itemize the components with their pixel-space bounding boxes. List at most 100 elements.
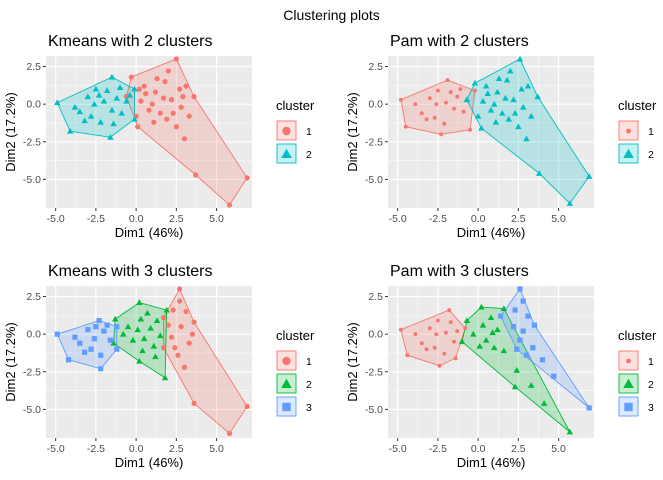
y-tick-label: 0.0 [26, 329, 41, 341]
cluster-1-point [424, 117, 429, 122]
legend-marker-3 [282, 402, 291, 412]
cluster-3-point [517, 337, 523, 343]
cluster-3-point [93, 324, 99, 330]
panel-1: Kmeans with 2 clusters -5.0 -2.5 0.0 2.5 5.0 2… [3, 33, 315, 240]
cluster-2-point [492, 118, 500, 125]
cluster-2-point [129, 336, 137, 343]
cluster-1-point [143, 91, 149, 97]
legend-label-1: 1 [648, 356, 654, 368]
cluster-1-point [149, 101, 155, 107]
cluster-2-point [107, 134, 114, 140]
legend-label-2: 2 [306, 149, 312, 161]
cluster-1-point [226, 430, 233, 437]
cluster-2-point [534, 93, 541, 100]
cluster-2-point [478, 124, 485, 131]
y-tick-label: -2.5 [365, 366, 383, 378]
cluster-2-point [503, 76, 511, 83]
cluster-2-point [108, 73, 116, 80]
cluster-3-point [517, 286, 523, 292]
cluster-1-point [448, 320, 453, 325]
legend-marker-2 [281, 378, 292, 388]
cluster-1-point [443, 100, 448, 105]
cluster-2-point [103, 87, 111, 94]
legend-label-3: 3 [648, 402, 654, 414]
cluster-1-point [452, 106, 456, 111]
cluster-1-point [178, 104, 184, 110]
cluster-1-point [165, 322, 171, 328]
cluster-3-point [520, 298, 526, 304]
cluster-2-point [71, 103, 79, 110]
cluster-2-point [163, 306, 170, 313]
legend-marker-3 [624, 402, 633, 412]
cluster-2-point [66, 127, 74, 134]
cluster-2-point [516, 56, 524, 62]
y-axis-label: Dim2 (17.2%) [345, 92, 360, 171]
panel-title: Kmeans with 3 clusters [48, 263, 213, 280]
cluster-1-point [180, 94, 186, 100]
cluster-1-point [183, 83, 189, 89]
cluster-2-point [479, 321, 487, 328]
cluster-2-point [482, 336, 490, 343]
cluster-1-point [178, 324, 184, 330]
legend-marker-2 [281, 148, 292, 158]
cluster-2-point [81, 117, 88, 124]
cluster-1-point [413, 332, 418, 337]
y-tick-label: 2.5 [368, 291, 383, 303]
y-axis-label: Dim2 (17.2%) [3, 322, 18, 401]
cluster-1-point [403, 124, 408, 129]
cluster-1-point [226, 202, 233, 208]
x-tick-label: -2.5 [87, 443, 105, 455]
x-tick-label: 0.0 [129, 213, 144, 225]
cluster-1-point [455, 329, 460, 334]
cluster-2-point [124, 323, 132, 330]
x-tick-label: 2.5 [511, 213, 526, 225]
cluster-1-point [152, 89, 159, 95]
cluster-1-point [138, 98, 144, 104]
cluster-2-point [147, 324, 154, 331]
x-axis-label: Dim1 (46%) [457, 225, 526, 240]
panel-title: Kmeans with 2 clusters [48, 33, 213, 50]
cluster-2-point [510, 96, 517, 103]
cluster-1-point [176, 86, 183, 92]
cluster-2-point [490, 344, 498, 351]
cluster-1-point [191, 319, 197, 325]
y-tick-label: 0.0 [26, 99, 41, 111]
cluster-1-point [432, 115, 437, 120]
cluster-1-point [191, 400, 197, 406]
cluster-3-point [72, 334, 78, 340]
cluster-1-point [437, 363, 442, 368]
y-tick-label: -2.5 [365, 136, 383, 148]
cluster-1-point [244, 175, 250, 181]
y-axis-label: Dim2 (17.2%) [3, 92, 18, 171]
legend-marker-1 [282, 126, 291, 136]
cluster-1-point [427, 326, 432, 331]
y-tick-label: 0.0 [368, 329, 383, 341]
cluster-1-point [160, 345, 167, 351]
x-tick-label: -5.0 [47, 443, 65, 455]
y-tick-label: 2.5 [26, 291, 41, 303]
cluster-3-point [539, 357, 546, 363]
cluster-3-point [523, 352, 530, 358]
cluster-2-point [54, 99, 61, 106]
cluster-2-point [494, 88, 501, 95]
panel-title: Pam with 2 clusters [390, 33, 529, 50]
cluster-2-point [490, 100, 498, 107]
legend: cluster 1 2 [276, 98, 315, 164]
cluster-2-point [502, 94, 509, 101]
cluster-1-point [419, 341, 424, 346]
cluster-2-point [116, 84, 124, 91]
y-tick-label: -5.0 [23, 174, 41, 186]
cluster-3-point [85, 327, 91, 333]
cluster-3-point [104, 322, 110, 328]
cluster-1-point [151, 119, 157, 125]
cluster-1-point [186, 340, 192, 346]
legend-marker-2 [623, 148, 634, 158]
cluster-2-point [495, 75, 503, 82]
cluster-2-point [500, 305, 508, 312]
cluster-1-point [443, 330, 448, 335]
y-tick-label: 2.5 [26, 61, 41, 73]
data-layer [54, 286, 250, 437]
x-axis-label: Dim1 (46%) [115, 455, 184, 470]
cluster-2-point [110, 120, 117, 127]
cluster-3-point [101, 328, 107, 334]
